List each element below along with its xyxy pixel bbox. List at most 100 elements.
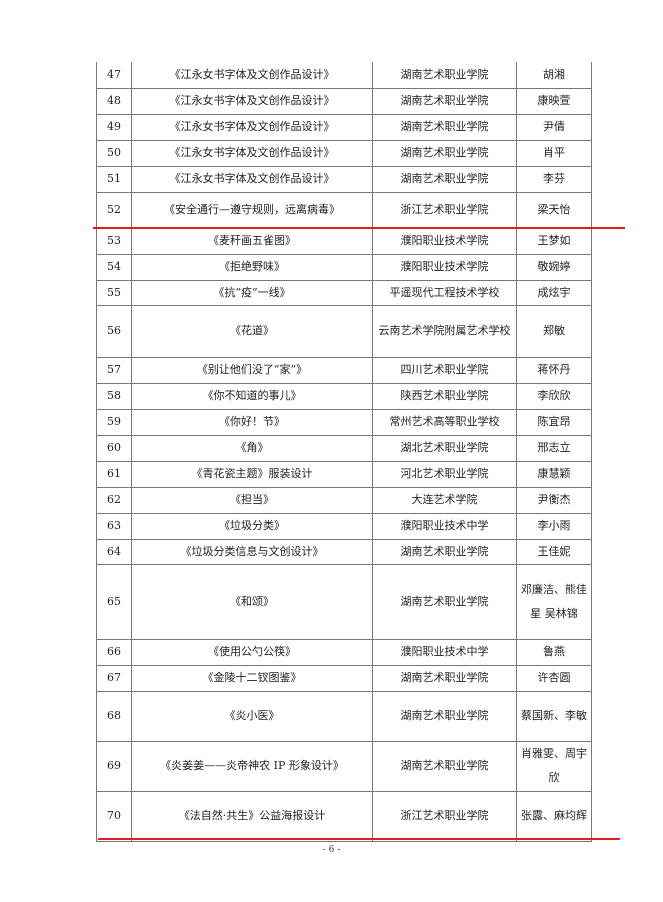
work-title: 《金陵十二钗图鉴》 — [131, 664, 373, 692]
school-name: 湖南艺术职业学院 — [372, 113, 517, 141]
row-number: 55 — [96, 279, 132, 306]
work-title: 《炎姜姜——炎帝神农 IP 形象设计》 — [131, 740, 373, 792]
school-name: 湖南艺术职业学院 — [372, 139, 517, 167]
work-title: 《麦秆画五雀图》 — [131, 227, 373, 255]
school-name: 湖南艺术职业学院 — [372, 165, 517, 193]
work-title: 《安全通行—遵守规则，远离病毒》 — [131, 191, 373, 229]
row-number: 56 — [96, 304, 132, 358]
author-name: 蒋怀丹 — [516, 356, 592, 384]
school-name: 濮阳职业技术中学 — [372, 638, 517, 666]
school-name: 云南艺术学院附属艺术学校 — [372, 304, 517, 358]
row-number: 49 — [96, 113, 132, 141]
row-number: 65 — [96, 563, 132, 640]
author-name: 梁天怡 — [516, 191, 592, 229]
row-number: 50 — [96, 139, 132, 167]
work-title: 《别让他们没了“家”》 — [131, 356, 373, 384]
work-title: 《和颂》 — [131, 563, 373, 640]
author-name: 肖平 — [516, 139, 592, 167]
school-name: 湖北艺术职业学院 — [372, 434, 517, 462]
table-row: 65 《和颂》 湖南艺术职业学院 邓廉洁、熊佳星 吴林锦 — [96, 563, 592, 640]
author-name: 肖雅雯、周宇欣 — [516, 740, 592, 792]
author-name: 许杏圆 — [516, 664, 592, 692]
table-row: 57 《别让他们没了“家”》 四川艺术职业学院 蒋怀丹 — [96, 356, 592, 384]
school-name: 濮阳职业技术中学 — [372, 512, 517, 540]
author-name: 李小雨 — [516, 512, 592, 540]
school-name: 濮阳职业技术学院 — [372, 227, 517, 255]
table-row: 64 《垃圾分类信息与文创设计》 湖南艺术职业学院 王佳妮 — [96, 538, 592, 565]
work-title: 《垃圾分类信息与文创设计》 — [131, 538, 373, 565]
school-name: 湖南艺术职业学院 — [372, 538, 517, 565]
work-title: 《炎小医》 — [131, 690, 373, 742]
award-table: 47 《江永女书字体及文创作品设计》 湖南艺术职业学院 胡湘 48 《江永女书字体及文创作… — [96, 62, 592, 842]
table-row: 51 《江永女书字体及文创作品设计》 湖南艺术职业学院 李芬 — [96, 165, 592, 193]
row-number: 58 — [96, 382, 132, 410]
table-row: 52 《安全通行—遵守规则，远离病毒》 浙江艺术职业学院 梁天怡 — [96, 191, 592, 229]
table-row: 66 《使用公勺公筷》 濮阳职业技术中学 鲁燕 — [96, 638, 592, 666]
work-title: 《你不知道的事儿》 — [131, 382, 373, 410]
table-row: 54 《拒绝野味》 濮阳职业技术学院 敬婉婷 — [96, 253, 592, 281]
school-name: 河北艺术职业学院 — [372, 460, 517, 488]
school-name: 大连艺术学院 — [372, 486, 517, 514]
author-name: 郑敏 — [516, 304, 592, 358]
work-title: 《青花瓷主题》服装设计 — [131, 460, 373, 488]
work-title: 《使用公勺公筷》 — [131, 638, 373, 666]
row-number: 64 — [96, 538, 132, 565]
red-annotation-line-bottom — [98, 838, 620, 840]
author-name: 李欣欣 — [516, 382, 592, 410]
school-name: 湖南艺术职业学院 — [372, 62, 517, 89]
school-name: 湖南艺术职业学院 — [372, 87, 517, 115]
school-name: 湖南艺术职业学院 — [372, 690, 517, 742]
work-title: 《拒绝野味》 — [131, 253, 373, 281]
row-number: 47 — [96, 62, 132, 89]
table-row: 62 《担当》 大连艺术学院 尹衡杰 — [96, 486, 592, 514]
table-row: 53 《麦秆画五雀图》 濮阳职业技术学院 王梦如 — [96, 227, 592, 255]
row-number: 52 — [96, 191, 132, 229]
work-title: 《花道》 — [131, 304, 373, 358]
row-number: 53 — [96, 227, 132, 255]
work-title: 《江永女书字体及文创作品设计》 — [131, 62, 373, 89]
work-title: 《担当》 — [131, 486, 373, 514]
work-title: 《角》 — [131, 434, 373, 462]
table-row: 50 《江永女书字体及文创作品设计》 湖南艺术职业学院 肖平 — [96, 139, 592, 167]
school-name: 常州艺术高等职业学校 — [372, 408, 517, 436]
row-number: 63 — [96, 512, 132, 540]
school-name: 湖南艺术职业学院 — [372, 740, 517, 792]
table-row: 59 《你好！节》 常州艺术高等职业学校 陈宜昂 — [96, 408, 592, 436]
row-number: 62 — [96, 486, 132, 514]
school-name: 湖南艺术职业学院 — [372, 563, 517, 640]
row-number: 69 — [96, 740, 132, 792]
author-name: 蔡国新、李敏 — [516, 690, 592, 742]
table-row: 60 《角》 湖北艺术职业学院 邢志立 — [96, 434, 592, 462]
author-name: 邓廉洁、熊佳星 吴林锦 — [516, 563, 592, 640]
work-title: 《法自然·共生》公益海报设计 — [131, 790, 373, 842]
row-number: 48 — [96, 87, 132, 115]
school-name: 湖南艺术职业学院 — [372, 664, 517, 692]
author-name: 敬婉婷 — [516, 253, 592, 281]
work-title: 《江永女书字体及文创作品设计》 — [131, 165, 373, 193]
row-number: 66 — [96, 638, 132, 666]
author-name: 尹倩 — [516, 113, 592, 141]
author-name: 鲁燕 — [516, 638, 592, 666]
author-name: 李芬 — [516, 165, 592, 193]
page-number: - 6 - — [322, 845, 341, 855]
row-number: 59 — [96, 408, 132, 436]
table-row: 58 《你不知道的事儿》 陕西艺术职业学院 李欣欣 — [96, 382, 592, 410]
school-name: 濮阳职业技术学院 — [372, 253, 517, 281]
author-name: 康慧颖 — [516, 460, 592, 488]
author-name: 胡湘 — [516, 62, 592, 89]
author-name: 王梦如 — [516, 227, 592, 255]
author-name: 陈宜昂 — [516, 408, 592, 436]
work-title: 《你好！节》 — [131, 408, 373, 436]
school-name: 四川艺术职业学院 — [372, 356, 517, 384]
work-title: 《江永女书字体及文创作品设计》 — [131, 87, 373, 115]
table-row: 48 《江永女书字体及文创作品设计》 湖南艺术职业学院 康映萱 — [96, 87, 592, 115]
table-row: 49 《江永女书字体及文创作品设计》 湖南艺术职业学院 尹倩 — [96, 113, 592, 141]
table-row: 56 《花道》 云南艺术学院附属艺术学校 郑敏 — [96, 304, 592, 358]
row-number: 51 — [96, 165, 132, 193]
row-number: 68 — [96, 690, 132, 742]
school-name: 平遥现代工程技术学校 — [372, 279, 517, 306]
red-annotation-line-top — [93, 227, 625, 229]
row-number: 67 — [96, 664, 132, 692]
row-number: 61 — [96, 460, 132, 488]
table-row: 69 《炎姜姜——炎帝神农 IP 形象设计》 湖南艺术职业学院 肖雅雯、周宇欣 — [96, 740, 592, 792]
